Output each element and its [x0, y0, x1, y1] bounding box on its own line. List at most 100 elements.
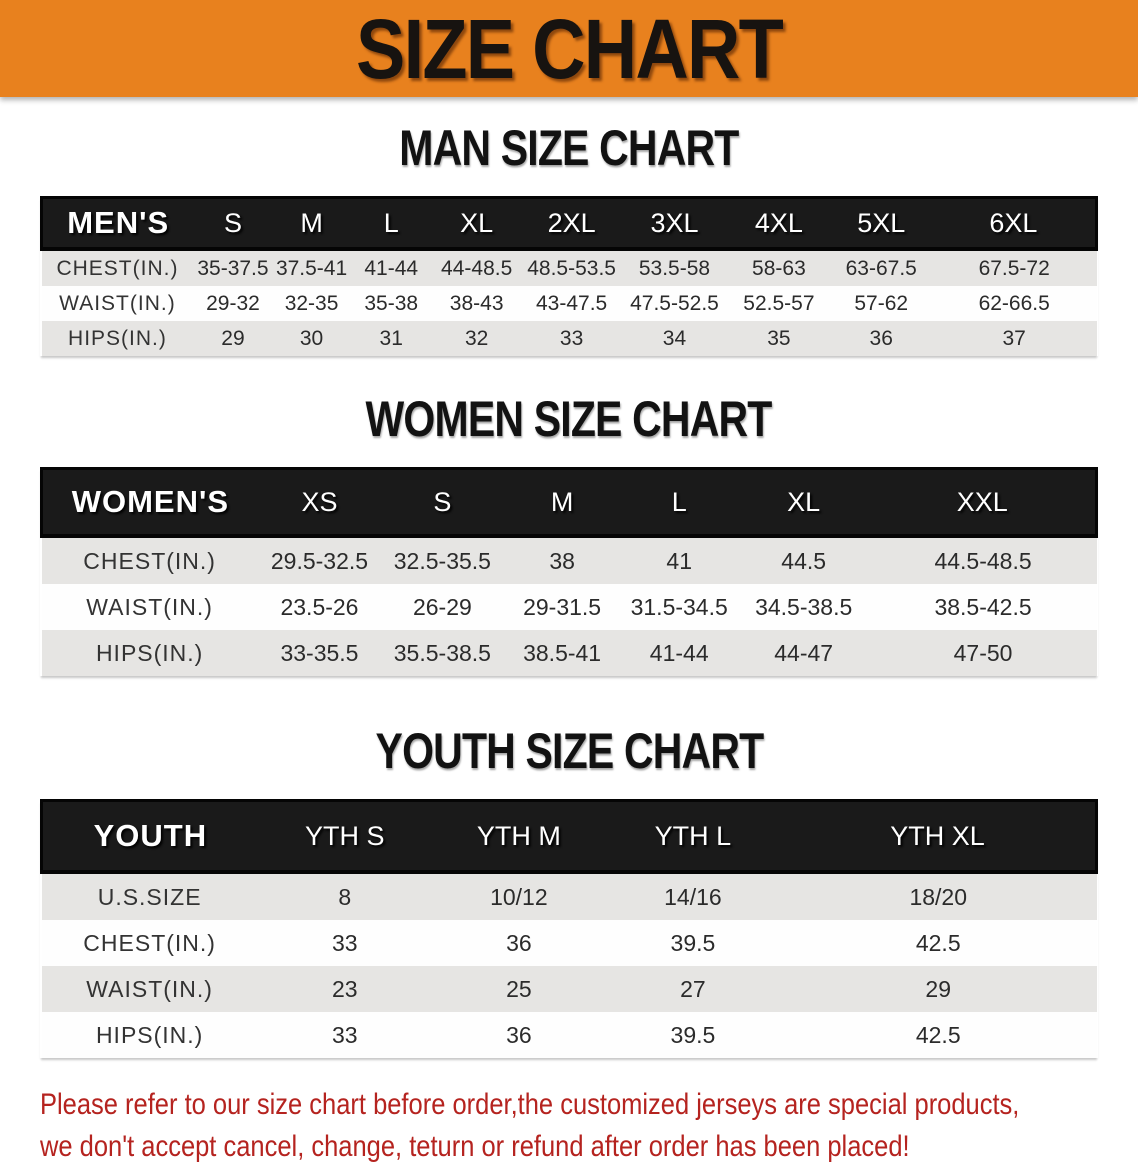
size-value: 36	[431, 920, 606, 966]
size-value: 41-44	[620, 630, 738, 676]
size-value: 32	[431, 321, 522, 356]
size-value: 48.5-53.5	[521, 249, 622, 286]
column-header: XXL	[869, 467, 1098, 538]
table-row: HIPS(IN.) 33 36 39.5 42.5	[41, 1012, 1097, 1058]
size-value: 44.5-48.5	[869, 536, 1097, 584]
size-value: 35.5-38.5	[381, 630, 504, 676]
table-row: HIPS(IN.) 29 30 31 32 33 34 35 36 37	[41, 321, 1097, 356]
size-value: 33	[257, 1012, 432, 1058]
size-value: 38.5-42.5	[869, 584, 1097, 630]
column-header: XL	[737, 467, 870, 538]
size-value: 52.5-57	[727, 286, 831, 321]
size-value: 63-67.5	[830, 249, 932, 286]
size-value: 58-63	[727, 249, 831, 286]
size-value: 57-62	[830, 286, 932, 321]
size-value: 42.5	[779, 920, 1097, 966]
column-header: S	[193, 196, 273, 251]
section-heading-text: MAN SIZE CHART	[399, 120, 739, 176]
section-heading-text: WOMEN SIZE CHART	[366, 391, 773, 447]
section-heading-youth: YOUTH SIZE CHART	[0, 724, 1138, 779]
table-row: CHEST(IN.) 33 36 39.5 42.5	[41, 920, 1097, 966]
column-header: L	[350, 196, 432, 251]
table-header-row: YOUTH YTH S YTH M YTH L YTH XL	[39, 799, 1098, 874]
size-value: 36	[431, 1012, 606, 1058]
size-value: 26-29	[381, 584, 504, 630]
column-header: M	[272, 196, 351, 251]
column-header: YTH M	[431, 799, 606, 874]
size-value: 36	[830, 321, 932, 356]
size-value: 32.5-35.5	[381, 536, 504, 584]
size-value: 33	[521, 321, 622, 356]
size-value: 35-38	[350, 286, 432, 321]
size-value: 38.5-41	[503, 630, 621, 676]
table-row: HIPS(IN.) 33-35.5 35.5-38.5 38.5-41 41-44 44-…	[41, 630, 1097, 676]
size-chart-section-men: MAN SIZE CHART MEN'S S M L XL 2XL 3XL 4XL 5XL 6XL C…	[0, 121, 1138, 356]
size-value: 43-47.5	[521, 286, 622, 321]
table-title-cell: MEN'S	[40, 196, 194, 251]
size-value: 34	[621, 321, 728, 356]
size-value: 44.5	[737, 536, 870, 584]
row-label: CHEST(IN.)	[41, 536, 258, 584]
disclaimer-line-1: Please refer to our size chart before or…	[40, 1088, 1020, 1121]
row-label: WAIST(IN.)	[41, 286, 194, 321]
table-header-row: MEN'S S M L XL 2XL 3XL 4XL 5XL 6XL	[40, 196, 1098, 251]
table-row: WAIST(IN.) 23 25 27 29	[41, 966, 1097, 1012]
size-table-men: MEN'S S M L XL 2XL 3XL 4XL 5XL 6XL CHEST(IN.) 35-37…	[40, 196, 1098, 356]
size-value: 29	[779, 966, 1097, 1012]
table-header-row: WOMEN'S XS S M L XL XXL	[39, 467, 1098, 538]
table-row: U.S.SIZE 8 10/12 14/16 18/20	[41, 872, 1097, 920]
column-header: YTH L	[605, 799, 780, 874]
size-value: 47.5-52.5	[621, 286, 728, 321]
size-value: 31	[350, 321, 432, 356]
section-heading-men: MAN SIZE CHART	[0, 121, 1138, 176]
row-label: WAIST(IN.)	[41, 584, 258, 630]
table-row: CHEST(IN.) 29.5-32.5 32.5-35.5 38 41 44.5 44.5…	[41, 536, 1097, 584]
size-value: 32-35	[272, 286, 351, 321]
row-label: HIPS(IN.)	[41, 321, 194, 356]
size-value: 37	[931, 321, 1097, 356]
size-value: 39.5	[605, 1012, 780, 1058]
size-value: 37.5-41	[272, 249, 351, 286]
size-value: 8	[257, 872, 432, 920]
size-value: 38	[503, 536, 621, 584]
size-chart-sections: MAN SIZE CHART MEN'S S M L XL 2XL 3XL 4XL 5XL 6XL C…	[0, 121, 1138, 1058]
banner: SIZE CHART	[0, 0, 1138, 97]
size-value: 67.5-72	[931, 249, 1097, 286]
size-value: 62-66.5	[931, 286, 1097, 321]
disclaimer-line-2: we don't accept cancel, change, teturn o…	[40, 1130, 910, 1163]
section-heading-text: YOUTH SIZE CHART	[375, 723, 764, 779]
size-value: 42.5	[779, 1012, 1097, 1058]
size-value: 30	[272, 321, 351, 356]
column-header: 4XL	[727, 196, 831, 251]
column-header: L	[620, 467, 738, 538]
row-label: HIPS(IN.)	[41, 1012, 258, 1058]
size-value: 44-48.5	[431, 249, 522, 286]
size-value: 14/16	[605, 872, 780, 920]
size-value: 38-43	[431, 286, 522, 321]
row-label: U.S.SIZE	[41, 872, 258, 920]
column-header: 2XL	[521, 196, 622, 251]
size-chart-section-youth: YOUTH SIZE CHART YOUTH YTH S YTH M YTH L YTH …	[0, 724, 1138, 1058]
table-title-cell: YOUTH	[39, 799, 258, 874]
size-value: 29	[193, 321, 273, 356]
size-value: 10/12	[431, 872, 606, 920]
column-header: YTH S	[257, 799, 432, 874]
disclaimer: Please refer to our size chart before or…	[40, 1084, 1098, 1168]
size-value: 23	[257, 966, 432, 1012]
size-value: 35-37.5	[193, 249, 273, 286]
size-value: 25	[431, 966, 606, 1012]
size-value: 53.5-58	[621, 249, 728, 286]
size-value: 47-50	[869, 630, 1097, 676]
size-value: 33	[257, 920, 432, 966]
column-header: 6XL	[931, 196, 1098, 251]
size-value: 29-32	[193, 286, 273, 321]
size-value: 23.5-26	[257, 584, 382, 630]
size-value: 41	[620, 536, 738, 584]
size-value: 27	[605, 966, 780, 1012]
size-value: 33-35.5	[257, 630, 382, 676]
size-table-youth: YOUTH YTH S YTH M YTH L YTH XL U.S.SIZE 8 10/12…	[39, 799, 1098, 1058]
table-row: WAIST(IN.) 23.5-26 26-29 29-31.5 31.5-34.5 34…	[41, 584, 1097, 630]
size-value: 18/20	[779, 872, 1097, 920]
size-value: 44-47	[737, 630, 870, 676]
